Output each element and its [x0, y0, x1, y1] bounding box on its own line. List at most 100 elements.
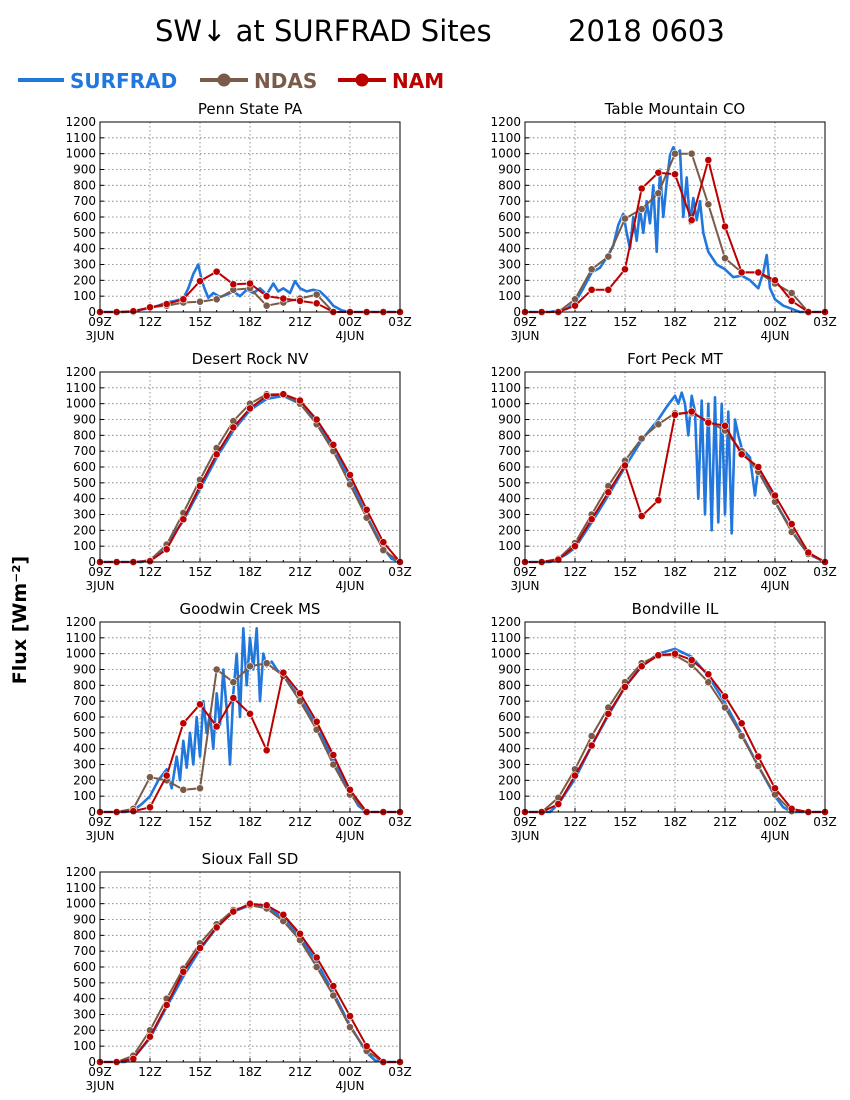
nam-point	[146, 803, 154, 812]
legend-marker	[355, 73, 369, 87]
y-tick-label: 1200	[65, 865, 96, 879]
x-date-label: 3JUN	[86, 829, 115, 843]
x-date-label: 4JUN	[336, 329, 365, 343]
ndas-point	[379, 546, 388, 555]
x-tick-label: 00Z	[338, 565, 362, 579]
nam-point	[671, 170, 679, 179]
y-tick-label: 700	[73, 194, 96, 208]
nam-point	[704, 670, 713, 679]
x-tick-label: 00Z	[763, 815, 787, 829]
nam-point	[162, 300, 171, 308]
panel-title: Sioux Fall SD	[202, 850, 299, 868]
x-date-label: 3JUN	[86, 1079, 115, 1093]
nam-point	[637, 512, 646, 520]
nam-point	[196, 482, 204, 490]
y-tick-label: 100	[498, 289, 521, 303]
series-line-surfrad	[525, 391, 826, 564]
y-tick-label: 300	[498, 758, 521, 772]
nam-point	[262, 391, 271, 400]
y-tick-label: 200	[73, 773, 96, 787]
y-tick-label: 1000	[65, 897, 96, 911]
ndas-point	[329, 991, 338, 1000]
x-tick-label: 15Z	[188, 1065, 212, 1079]
ndas-point	[229, 678, 238, 687]
nam-point	[162, 771, 171, 780]
y-tick-label: 1100	[490, 381, 521, 395]
y-tick-label: 400	[498, 742, 521, 756]
ndas-point	[312, 963, 321, 971]
nam-point	[571, 542, 579, 551]
ndas-point	[637, 205, 646, 213]
ndas-point	[687, 149, 696, 158]
y-tick-label: 400	[498, 242, 521, 256]
nam-point	[146, 303, 154, 312]
ndas-point	[312, 290, 321, 299]
nam-point	[621, 461, 629, 470]
ndas-point	[671, 149, 679, 158]
y-tick-label: 700	[498, 444, 521, 458]
x-tick-label: 12Z	[138, 565, 162, 579]
y-axis-label: Flux [Wm⁻²]	[9, 556, 31, 684]
x-tick-label: 12Z	[563, 565, 587, 579]
y-tick-label: 600	[73, 710, 96, 724]
nam-point	[246, 899, 254, 908]
y-tick-label: 600	[73, 460, 96, 474]
nam-point	[571, 301, 579, 310]
y-tick-label: 1200	[65, 365, 96, 379]
nam-point	[754, 268, 763, 277]
ndas-point	[721, 703, 729, 712]
y-tick-label: 100	[498, 539, 521, 553]
nam-point	[312, 415, 321, 424]
nam-point	[587, 741, 596, 750]
ndas-point	[621, 214, 629, 223]
y-tick-label: 0	[513, 305, 521, 319]
nam-point	[212, 722, 221, 731]
x-tick-label: 03Z	[388, 815, 412, 829]
y-tick-label: 300	[498, 258, 521, 272]
y-tick-label: 1100	[65, 881, 96, 895]
nam-point	[279, 294, 288, 303]
y-tick-label: 1000	[65, 147, 96, 161]
nam-point	[229, 423, 238, 432]
nam-point	[312, 717, 321, 726]
nam-point	[771, 276, 779, 285]
nam-point	[146, 1032, 154, 1041]
nam-point	[554, 800, 563, 808]
panel-title: Penn State PA	[198, 100, 303, 118]
x-tick-label: 00Z	[338, 815, 362, 829]
legend-label: NAM	[392, 69, 444, 93]
nam-point	[346, 471, 354, 479]
x-date-label: 3JUN	[511, 829, 540, 843]
ndas-point	[721, 254, 729, 263]
nam-point	[771, 784, 779, 793]
x-tick-label: 12Z	[138, 815, 162, 829]
x-tick-label: 15Z	[188, 565, 212, 579]
nam-point	[687, 656, 696, 664]
y-tick-label: 800	[73, 178, 96, 192]
nam-point	[296, 689, 304, 698]
nam-point	[279, 910, 288, 919]
nam-point	[362, 1042, 371, 1051]
x-tick-label: 00Z	[763, 565, 787, 579]
x-tick-label: 18Z	[663, 315, 687, 329]
y-tick-label: 900	[498, 413, 521, 427]
nam-point	[787, 297, 796, 305]
y-tick-label: 1100	[65, 631, 96, 645]
legend-marker	[217, 73, 231, 87]
nam-point	[179, 967, 188, 976]
y-tick-label: 1000	[490, 397, 521, 411]
x-tick-label: 15Z	[613, 565, 637, 579]
x-tick-label: 15Z	[188, 315, 212, 329]
nam-point	[346, 785, 354, 794]
y-tick-label: 200	[498, 523, 521, 537]
panel-frame	[99, 871, 401, 1063]
x-tick-label: 18Z	[238, 1065, 262, 1079]
panel-fort-peck-mt: Fort Peck MT0100200300400500600700800900…	[490, 350, 836, 593]
x-date-label: 3JUN	[511, 579, 540, 593]
y-tick-label: 400	[498, 492, 521, 506]
y-tick-label: 300	[73, 758, 96, 772]
y-tick-label: 400	[73, 492, 96, 506]
y-tick-label: 0	[513, 555, 521, 569]
chart-panels: Penn State PA010020030040050060070080090…	[65, 100, 836, 1093]
y-tick-label: 500	[73, 976, 96, 990]
